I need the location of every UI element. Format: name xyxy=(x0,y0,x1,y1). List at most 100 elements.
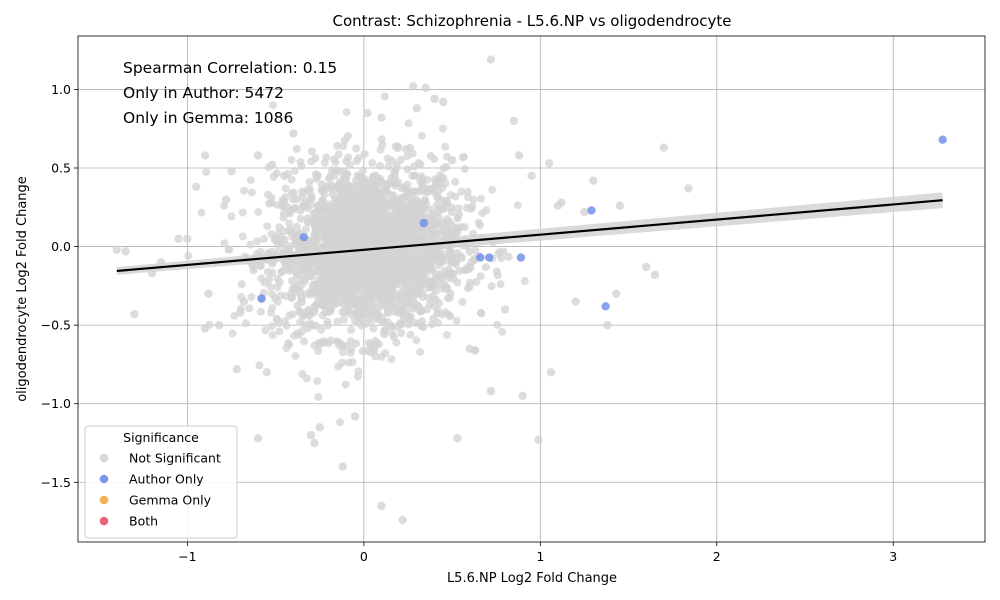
point-not-significant xyxy=(227,166,236,176)
x-tick-label: 1 xyxy=(536,549,544,564)
y-tick-label: 0.0 xyxy=(51,239,71,254)
point-not-significant xyxy=(204,289,213,298)
axis-ticks: −1 0 1 2 3 −1.5 −1.0 −0.5 0.0 0.5 1.0 xyxy=(41,82,898,564)
cloud-point xyxy=(388,222,397,231)
cloud-point xyxy=(341,380,350,389)
point-not-significant xyxy=(486,55,496,64)
cloud-point xyxy=(400,229,408,238)
cloud-point xyxy=(336,418,345,427)
cloud-point xyxy=(359,263,368,272)
cloud-point xyxy=(337,274,346,283)
y-tick-label: 0.5 xyxy=(51,161,71,176)
cloud-point xyxy=(339,142,348,151)
cloud-point xyxy=(416,347,425,356)
cloud-point xyxy=(291,281,300,290)
cloud-point xyxy=(488,185,497,194)
cloud-point xyxy=(290,166,299,175)
cloud-point xyxy=(458,153,467,162)
point-not-significant xyxy=(394,214,404,223)
point-not-significant xyxy=(615,201,624,210)
cloud-point xyxy=(361,319,370,328)
cloud-point xyxy=(382,266,391,275)
cloud-point xyxy=(408,172,417,180)
cloud-point xyxy=(425,283,434,292)
cloud-point xyxy=(403,152,412,160)
cloud-point xyxy=(307,147,316,156)
cloud-point xyxy=(285,311,294,320)
x-tick-label: 2 xyxy=(713,549,721,564)
cloud-point xyxy=(393,142,402,151)
cloud-point xyxy=(245,304,254,313)
cloud-point xyxy=(184,251,193,260)
point-author-only xyxy=(601,302,610,311)
cloud-point xyxy=(267,230,276,239)
point-not-significant xyxy=(267,160,277,170)
cloud-point xyxy=(468,202,477,211)
point-not-significant xyxy=(557,198,566,207)
cloud-point xyxy=(351,287,360,296)
cloud-point xyxy=(300,259,309,268)
cloud-point xyxy=(197,208,206,217)
cloud-point xyxy=(444,217,453,226)
cloud-point xyxy=(447,208,456,217)
cloud-point xyxy=(379,258,388,267)
cloud-point xyxy=(302,374,311,383)
cloud-point xyxy=(352,206,361,215)
cloud-point xyxy=(353,372,362,381)
point-not-significant xyxy=(659,143,669,152)
annotation-spearman: Spearman Correlation: 0.15 xyxy=(123,59,337,77)
cloud-point xyxy=(387,355,396,364)
point-not-significant xyxy=(546,368,556,377)
cloud-point xyxy=(371,191,380,199)
cloud-point xyxy=(390,171,399,180)
point-not-significant xyxy=(262,368,272,377)
cloud-point xyxy=(383,214,392,223)
cloud-point xyxy=(481,263,490,272)
cloud-point xyxy=(482,206,491,215)
cloud-point xyxy=(462,265,471,274)
cloud-point xyxy=(446,252,455,261)
point-not-significant xyxy=(571,297,580,306)
point-author-only xyxy=(476,253,485,262)
cloud-point xyxy=(246,176,255,185)
cloud-point xyxy=(296,214,305,223)
cloud-point xyxy=(269,101,277,110)
cloud-point xyxy=(406,330,415,339)
cloud-point xyxy=(458,297,467,306)
annotation-author-only: Only in Author: 5472 xyxy=(123,84,284,102)
cloud-point xyxy=(314,299,323,308)
cloud-point xyxy=(424,294,433,302)
cloud-point xyxy=(434,256,443,265)
point-not-significant xyxy=(534,435,543,445)
cloud-point xyxy=(396,155,405,164)
cloud-point xyxy=(279,213,288,222)
cloud-point xyxy=(335,178,344,187)
cloud-point xyxy=(312,174,321,183)
cloud-point xyxy=(513,201,522,210)
cloud-point xyxy=(247,188,256,197)
cloud-point xyxy=(396,271,404,280)
cloud-point xyxy=(429,301,438,310)
cloud-point xyxy=(273,298,282,306)
cloud-point xyxy=(451,260,460,269)
cloud-point xyxy=(362,198,371,207)
point-not-significant xyxy=(130,309,139,319)
cloud-point xyxy=(444,270,453,279)
cloud-point xyxy=(371,352,380,361)
cloud-point xyxy=(377,313,386,321)
cloud-point xyxy=(493,320,502,329)
cloud-point xyxy=(407,278,416,287)
cloud-point xyxy=(352,144,361,153)
point-not-significant xyxy=(289,129,298,138)
cloud-point xyxy=(324,339,333,348)
cloud-point xyxy=(264,190,272,199)
cloud-point xyxy=(315,290,324,299)
cloud-point xyxy=(397,329,406,337)
cloud-point xyxy=(306,267,315,276)
cloud-point xyxy=(319,185,328,194)
cloud-point xyxy=(325,238,334,247)
cloud-point xyxy=(291,238,300,247)
cloud-point xyxy=(305,178,314,187)
cloud-point xyxy=(398,283,407,292)
